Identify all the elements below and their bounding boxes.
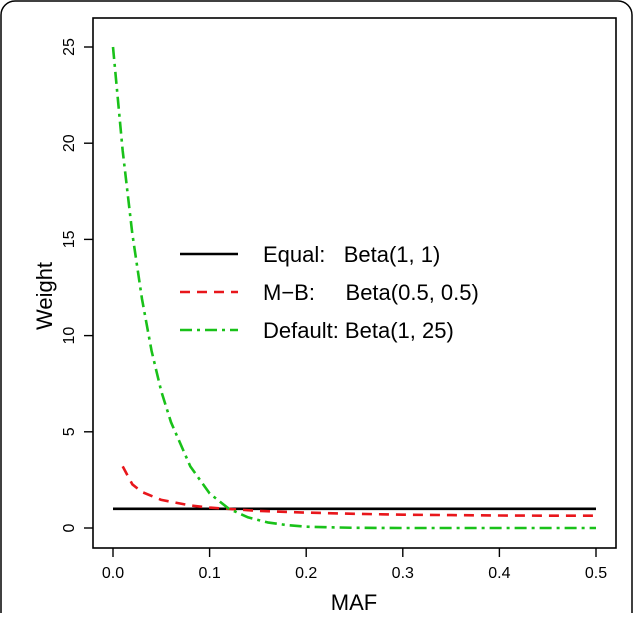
y-tick-label-5: 25	[61, 38, 78, 56]
x-tick-label-2: 0.2	[295, 565, 317, 582]
x-tick-label-4: 0.4	[488, 565, 510, 582]
plot-area: 0.0 0.1 0.2 0.3 0.4 0.5 0 5 10 15 20 25 Equal: Beta(…	[61, 17, 617, 582]
series-line-2	[121, 465, 596, 518]
series-line-3	[111, 46, 596, 530]
x-axis-label: MAF	[331, 590, 377, 613]
x-tick-label-0: 0.0	[102, 565, 124, 582]
plot-box	[92, 17, 617, 549]
x-tick-label-5: 0.5	[585, 565, 607, 582]
legend-label-2: M−B: Beta(0.5, 0.5)	[263, 280, 479, 305]
x-tick-label-1: 0.1	[198, 565, 220, 582]
legend-label-1: Equal: Beta(1, 1)	[263, 242, 440, 267]
y-tick-label-0: 0	[61, 523, 78, 532]
y-tick-label-2: 10	[61, 327, 78, 345]
y-tick-label-4: 20	[61, 134, 78, 152]
y-tick-label-3: 15	[61, 230, 78, 248]
y-tick-label-1: 5	[61, 427, 78, 436]
x-tick-label-3: 0.3	[392, 565, 414, 582]
legend-label-3: Default: Beta(1, 25)	[263, 318, 454, 343]
y-axis-label: Weight	[32, 262, 57, 330]
